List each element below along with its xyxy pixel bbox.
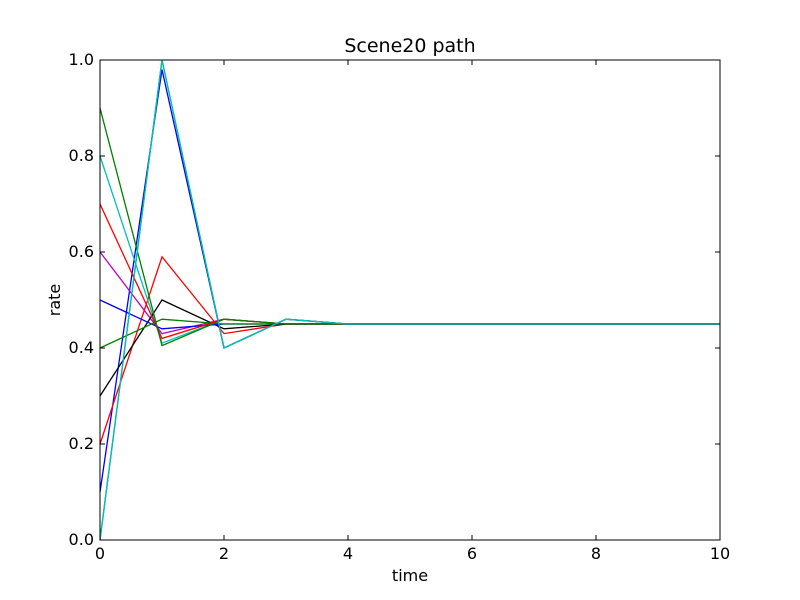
y-tick-label: 1.0: [69, 50, 94, 69]
x-axis-label: time: [392, 566, 428, 585]
series-layer: [99, 59, 720, 541]
x-tick-label: 0: [95, 544, 105, 563]
y-tick-label: 0.8: [69, 146, 94, 165]
x-tick-label: 8: [591, 544, 601, 563]
plot-frame: [99, 59, 721, 541]
y-tick-label: 0.2: [69, 434, 94, 453]
x-tick-label: 10: [710, 544, 730, 563]
chart-title: Scene20 path: [344, 35, 475, 57]
y-tick-label: 0.4: [69, 338, 94, 357]
series-line-11: [99, 59, 720, 541]
x-tick-label: 4: [343, 544, 353, 563]
x-tick-label: 6: [467, 544, 477, 563]
y-axis-label: rate: [45, 284, 64, 317]
y-tick-label: 0.0: [69, 530, 94, 549]
plot-background: [100, 60, 720, 540]
y-tick-label: 0.6: [69, 242, 94, 261]
x-tick-label: 2: [219, 544, 229, 563]
